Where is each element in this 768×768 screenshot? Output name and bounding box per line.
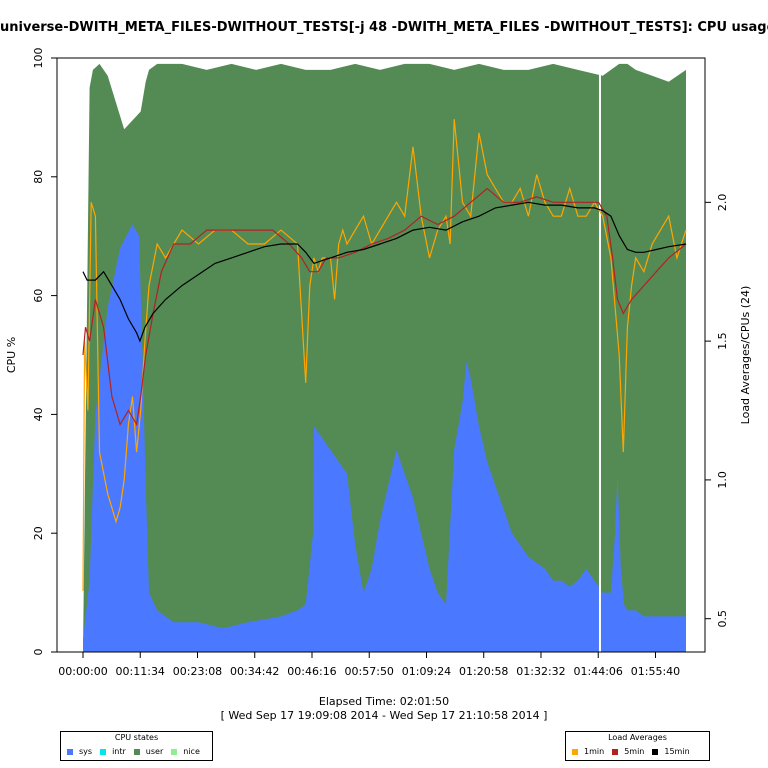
y2-axis-label: Load Averages/CPUs (24)	[739, 286, 752, 425]
y-tick-label-0: 0	[32, 649, 45, 656]
load-legend-label-1min: 1min	[584, 747, 605, 756]
plot-frame	[56, 57, 706, 653]
y2-tick-label-0: 0.5	[716, 610, 729, 628]
x-tick-label-10: 01:55:40	[631, 665, 680, 678]
load-legend-label-5min: 5min	[624, 747, 645, 756]
cpu-legend-label-sys: sys	[79, 747, 93, 756]
load-legend-swatch-15min	[652, 748, 659, 755]
y2-tick-label-3: 2.0	[716, 194, 729, 212]
cpu-legend-swatch-user	[133, 748, 140, 755]
load-legend-1min: 1min	[572, 747, 604, 756]
y-tick-label-1: 20	[32, 526, 45, 540]
cpu-legend-label-user: user	[145, 747, 164, 756]
load-legend-title: Load Averages	[608, 733, 667, 742]
y2-tick-label-2: 1.5	[716, 332, 729, 350]
cpu-legend-items: sys intr user nice	[61, 747, 212, 756]
x-tick-label-7: 01:20:58	[459, 665, 508, 678]
cpu-legend-label-nice: nice	[183, 747, 200, 756]
x-axis-label: Elapsed Time: 02:01:50	[318, 695, 450, 708]
y2-tick-label-1: 1.0	[716, 471, 729, 489]
x-tick-label-3: 00:34:42	[230, 665, 279, 678]
x-tick-label-2: 00:23:08	[173, 665, 222, 678]
load-legend-swatch-5min	[612, 748, 619, 755]
y-axis-label: CPU %	[5, 337, 18, 373]
x-tick-label-8: 01:32:32	[516, 665, 565, 678]
cpu-legend-intr: intr	[100, 747, 126, 756]
load-averages-legend: Load Averages 1min 5min 15min	[565, 731, 710, 761]
cpu-legend-swatch-intr	[100, 748, 107, 755]
sys-cpu-area	[83, 224, 686, 653]
load-legend-5min: 5min	[612, 747, 644, 756]
load-15min-line	[82, 201, 687, 343]
cpu-legend-swatch-sys	[67, 748, 73, 755]
idle-gap-0	[598, 58, 601, 652]
y-tick-label-5: 100	[32, 48, 45, 69]
cpu-legend-sys: sys	[67, 747, 92, 756]
x-tick-label-6: 01:09:24	[402, 665, 451, 678]
load-legend-label-15min: 15min	[664, 747, 690, 756]
cpu-states-legend: CPU states sys intr user nice	[60, 731, 213, 761]
x-tick-label-0: 00:00:00	[58, 665, 107, 678]
cpu-legend-title: CPU states	[114, 733, 159, 742]
cpu-legend-swatch-nice	[171, 748, 178, 755]
chart-title: universe-DWITH_META_FILES-DWITHOUT_TESTS…	[0, 20, 768, 35]
load-1min-line	[82, 119, 687, 591]
x-tick-label-9: 01:44:06	[574, 665, 623, 678]
load-legend-15min: 15min	[652, 747, 690, 756]
x-tick-label-4: 00:46:16	[287, 665, 336, 678]
user-cpu-area	[83, 63, 686, 652]
y-tick-label-2: 40	[32, 407, 45, 421]
load-legend-swatch-1min	[572, 748, 578, 755]
x-tick-label-1: 00:11:34	[116, 665, 165, 678]
load-legend-items: 1min 5min 15min	[566, 747, 709, 756]
x-axis-subtitle: [ Wed Sep 17 19:09:08 2014 - Wed Sep 17 …	[220, 709, 548, 722]
x-tick-label-5: 00:57:50	[345, 665, 394, 678]
y-tick-label-4: 80	[32, 170, 45, 184]
cpu-legend-user: user	[133, 747, 164, 756]
cpu-legend-label-intr: intr	[112, 747, 126, 756]
cpu-legend-nice: nice	[171, 747, 200, 756]
y-tick-label-3: 60	[32, 289, 45, 303]
